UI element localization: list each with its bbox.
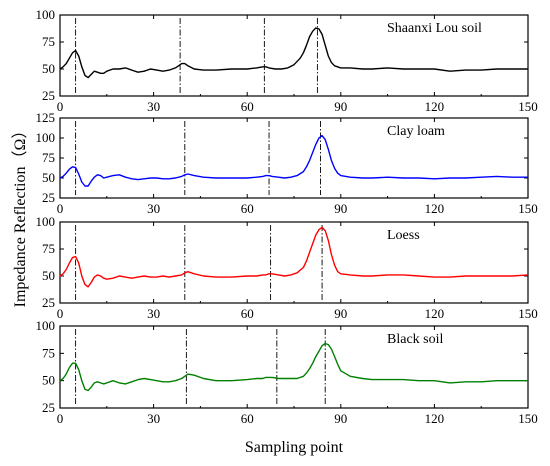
chart-panel-1: 0 30 60 90 120 150 25 50 75 100 125 Clay loam bbox=[36, 110, 538, 216]
x-tick-label: 0 bbox=[57, 411, 64, 426]
y-tick-label: 75 bbox=[42, 241, 55, 256]
y-tick-label: 50 bbox=[42, 170, 55, 185]
y-tick-label: 100 bbox=[36, 130, 56, 145]
x-tick-label: 150 bbox=[518, 306, 538, 321]
panel-label: Clay loam bbox=[387, 124, 445, 139]
x-tick-label: 60 bbox=[241, 411, 254, 426]
x-tick-label: 60 bbox=[241, 99, 254, 114]
y-tick-label: 25 bbox=[42, 295, 55, 310]
chart-panel-0: 0 30 60 90 120 150 25 50 75 100 Shaanxi Lou soil bbox=[36, 7, 538, 114]
y-tick-label: 75 bbox=[42, 150, 55, 165]
series-line bbox=[59, 226, 529, 288]
x-tick-label: 30 bbox=[147, 99, 160, 114]
y-tick-label: 50 bbox=[42, 61, 55, 76]
y-tick-label: 125 bbox=[36, 110, 56, 125]
x-tick-label: 0 bbox=[57, 201, 64, 216]
y-tick-label: 100 bbox=[36, 318, 56, 333]
x-tick-label: 120 bbox=[425, 306, 445, 321]
y-tick-label: 25 bbox=[42, 400, 55, 415]
y-tick-label: 50 bbox=[42, 268, 55, 283]
x-axis-label: Sampling point bbox=[245, 439, 344, 456]
plot-frame bbox=[59, 221, 529, 304]
x-tick-label: 90 bbox=[334, 306, 347, 321]
x-tick-label: 150 bbox=[518, 99, 538, 114]
x-tick-label: 60 bbox=[241, 201, 254, 216]
series-line bbox=[59, 342, 528, 392]
x-tick-label: 90 bbox=[334, 99, 347, 114]
panel-label: Loess bbox=[387, 228, 420, 243]
y-tick-label: 25 bbox=[42, 190, 55, 205]
x-tick-label: 150 bbox=[518, 411, 538, 426]
y-tick-label: 75 bbox=[42, 34, 55, 49]
y-tick-label: 100 bbox=[36, 7, 56, 22]
x-tick-label: 120 bbox=[425, 99, 445, 114]
x-tick-label: 30 bbox=[147, 411, 160, 426]
y-tick-label: 75 bbox=[42, 345, 55, 360]
y-axis-label: Impedance Reflection（Ω） bbox=[11, 123, 29, 308]
chart-panel-2: 0 30 60 90 120 150 25 50 75 100 Loess bbox=[36, 214, 538, 321]
x-tick-label: 90 bbox=[334, 201, 347, 216]
x-tick-label: 0 bbox=[57, 99, 64, 114]
x-tick-label: 120 bbox=[425, 411, 445, 426]
panel-label: Shaanxi Lou soil bbox=[387, 21, 482, 36]
chart-panel-3: 0 30 60 90 120 150 25 50 75 100 Black soil bbox=[36, 318, 538, 426]
x-tick-label: 30 bbox=[147, 201, 160, 216]
x-tick-label: 0 bbox=[57, 306, 64, 321]
x-tick-label: 30 bbox=[147, 306, 160, 321]
chart-panels: 0 30 60 90 120 150 25 50 75 100 Shaanxi Lou soil 0 3… bbox=[36, 7, 538, 426]
y-tick-label: 50 bbox=[42, 373, 55, 388]
plot-frame bbox=[59, 325, 529, 409]
series-line bbox=[59, 134, 528, 187]
x-tick-label: 150 bbox=[518, 201, 538, 216]
y-tick-label: 100 bbox=[36, 214, 56, 229]
series-line bbox=[59, 27, 528, 79]
y-tick-label: 25 bbox=[42, 88, 55, 103]
plot-frame bbox=[59, 117, 529, 199]
x-tick-label: 120 bbox=[425, 201, 445, 216]
panel-label: Black soil bbox=[387, 332, 443, 347]
x-tick-label: 90 bbox=[334, 411, 347, 426]
x-tick-label: 60 bbox=[241, 306, 254, 321]
